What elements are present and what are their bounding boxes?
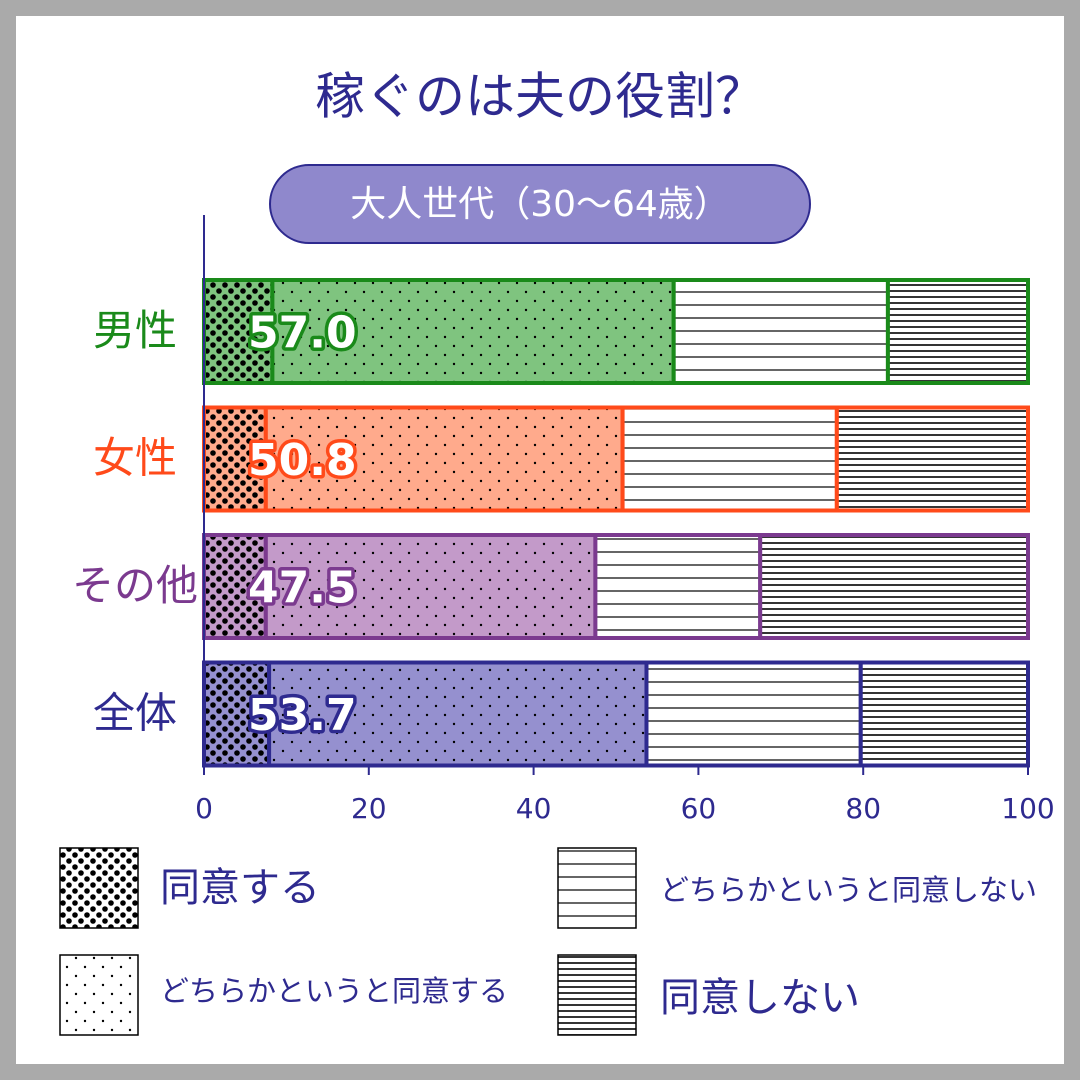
x-tick-label: 20 [351,792,387,825]
segment-pattern [858,660,1031,768]
chart-title: 稼ぐのは夫の役割？ [315,68,765,126]
legend-swatch-pattern [557,847,637,929]
segment-pattern [644,660,863,768]
total-label: 47.5 [248,563,357,614]
x-tick-label: 40 [516,792,552,825]
x-tick-label: 60 [681,792,717,825]
subtitle-pill [269,164,811,244]
segment-pattern [267,660,649,768]
segment-pattern [593,533,763,640]
total-label: 57.0 [248,308,357,359]
segment-pattern [202,278,275,385]
total-label: 53.7 [248,690,357,741]
segment-pattern [263,405,625,513]
legend-label: 同意しない [660,975,860,1021]
category-label: 全体 [93,689,177,738]
legend-swatch-pattern [59,847,139,929]
segment-pattern [671,278,890,385]
legend-label: どちらかというと同意する [160,974,508,1008]
segment-pattern [758,533,1030,640]
segment-pattern [834,405,1030,513]
total-label: 50.8 [248,435,357,486]
segment-pattern [202,405,268,513]
x-tick-label: 80 [845,792,881,825]
x-tick-label: 0 [195,792,213,825]
segment-pattern [620,405,839,513]
segment-pattern [885,278,1030,385]
legend-swatch-pattern [557,954,637,1036]
legend-label: 同意する [160,865,320,911]
chart-subtitle: 大人世代（30～64歳） [350,184,730,225]
category-label: 男性 [93,306,177,355]
x-tick-label: 100 [1001,792,1054,825]
legend-label: どちらかというと同意しない [660,873,1037,907]
category-label: その他 [72,561,198,610]
legend-swatch-pattern [59,954,139,1036]
category-label: 女性 [93,434,177,483]
